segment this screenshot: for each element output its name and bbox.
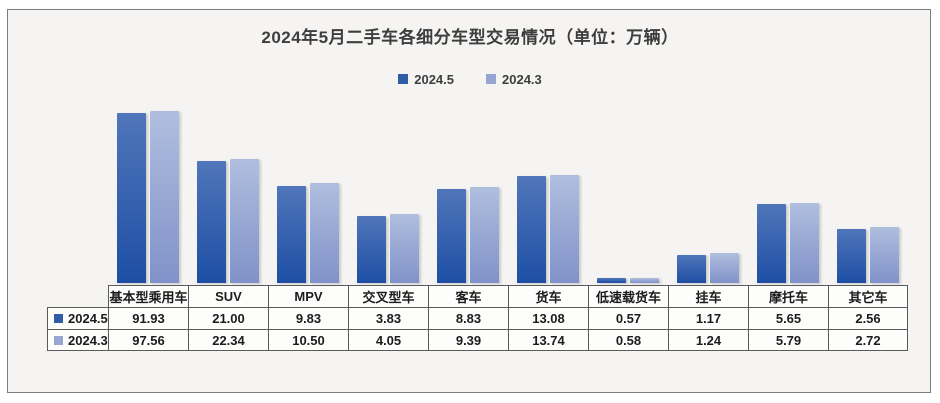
row-label-text: 2024.5 <box>68 311 108 326</box>
bar-2024.3-货车 <box>550 175 579 283</box>
value-cell-2024.3-低速载货车: 0.58 <box>588 329 668 351</box>
value-cell-2024.5-挂车: 1.17 <box>668 307 748 329</box>
bar-2024.5-客车 <box>437 189 466 283</box>
value-cell-2024.5-交叉型车: 3.83 <box>348 307 428 329</box>
row-swatch-2024.5 <box>54 314 63 323</box>
legend-label: 2024.3 <box>502 71 542 87</box>
column-header-基本型乘用车: 基本型乘用车 <box>108 285 188 307</box>
bar-2024.3-摩托车 <box>790 203 819 283</box>
value-cell-2024.3-客车: 9.39 <box>428 329 508 351</box>
value-cell-2024.5-基本型乘用车: 91.93 <box>108 307 188 329</box>
bar-2024.5-货车 <box>517 176 546 283</box>
row-label-2024.3: 2024.3 <box>47 329 108 351</box>
value-cell-2024.3-挂车: 1.24 <box>668 329 748 351</box>
bar-2024.5-摩托车 <box>757 204 786 283</box>
column-header-货车: 货车 <box>508 285 588 307</box>
column-header-交叉型车: 交叉型车 <box>348 285 428 307</box>
bar-2024.3-基本型乘用车 <box>150 111 179 283</box>
bar-2024.5-其它车 <box>837 229 866 283</box>
column-header-客车: 客车 <box>428 285 508 307</box>
row-swatch-2024.3 <box>54 335 63 345</box>
value-cell-2024.3-MPV: 10.50 <box>268 329 348 351</box>
legend: 2024.5 2024.3 <box>0 71 940 87</box>
column-header-其它车: 其它车 <box>828 285 908 307</box>
row-label-2024.5: 2024.5 <box>47 307 108 329</box>
value-cell-2024.3-SUV: 22.34 <box>188 329 268 351</box>
bar-2024.3-其它车 <box>870 227 899 283</box>
legend-swatch-dark <box>398 74 409 84</box>
value-cell-2024.5-货车: 13.08 <box>508 307 588 329</box>
value-cell-2024.3-货车: 13.74 <box>508 329 588 351</box>
bar-2024.5-低速载货车 <box>597 278 626 283</box>
bar-2024.5-SUV <box>197 161 226 283</box>
row-label-text: 2024.3 <box>68 332 108 348</box>
bar-2024.5-挂车 <box>677 255 706 283</box>
value-cell-2024.5-客车: 8.83 <box>428 307 508 329</box>
column-header-挂车: 挂车 <box>668 285 748 307</box>
legend-item-2024-3: 2024.3 <box>486 72 542 87</box>
value-cell-2024.5-摩托车: 5.65 <box>748 307 828 329</box>
column-header-低速载货车: 低速载货车 <box>588 285 668 307</box>
value-cell-2024.3-基本型乘用车: 97.56 <box>108 329 188 351</box>
value-cell-2024.3-其它车: 2.72 <box>828 329 908 351</box>
column-header-SUV: SUV <box>188 285 268 307</box>
value-cell-2024.5-低速载货车: 0.57 <box>588 307 668 329</box>
bar-2024.3-低速载货车 <box>630 278 659 283</box>
legend-swatch-light <box>486 74 496 84</box>
value-cell-2024.3-交叉型车: 4.05 <box>348 329 428 351</box>
data-table: 基本型乘用车 SUV MPV 交叉型车 客车 货车 低速载货车 挂车 摩托车 其它车 2024.5 9… <box>47 285 908 351</box>
bar-2024.5-基本型乘用车 <box>117 113 146 283</box>
bar-2024.3-客车 <box>470 187 499 283</box>
bar-2024.3-SUV <box>230 159 259 283</box>
column-header-摩托车: 摩托车 <box>748 285 828 307</box>
bar-2024.5-MPV <box>277 186 306 283</box>
value-cell-2024.3-摩托车: 5.79 <box>748 329 828 351</box>
chart-title: 2024年5月二手车各细分车型交易情况（单位：万辆） <box>261 28 679 47</box>
bar-2024.3-交叉型车 <box>390 214 419 283</box>
column-header-MPV: MPV <box>268 285 348 307</box>
legend-item-2024-5: 2024.5 <box>398 72 454 87</box>
legend-label: 2024.5 <box>414 71 454 87</box>
table-corner-cell <box>47 285 108 307</box>
bar-2024.3-MPV <box>310 183 339 283</box>
value-cell-2024.5-SUV: 21.00 <box>188 307 268 329</box>
value-cell-2024.5-其它车: 2.56 <box>828 307 908 329</box>
bar-2024.3-挂车 <box>710 253 739 283</box>
value-cell-2024.5-MPV: 9.83 <box>268 307 348 329</box>
bar-2024.5-交叉型车 <box>357 216 386 283</box>
